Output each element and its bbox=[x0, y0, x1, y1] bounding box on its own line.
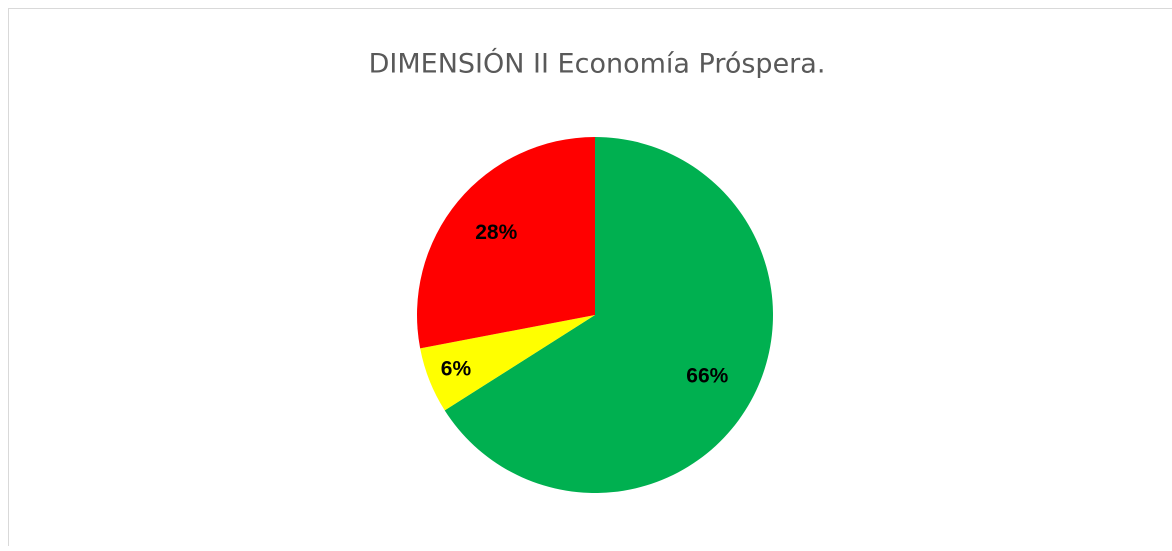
chart-title: DIMENSIÓN II Economía Próspera. bbox=[369, 48, 826, 80]
data-label: 28% bbox=[475, 221, 517, 244]
data-label: 66% bbox=[686, 364, 728, 387]
data-label: 6% bbox=[441, 358, 472, 381]
